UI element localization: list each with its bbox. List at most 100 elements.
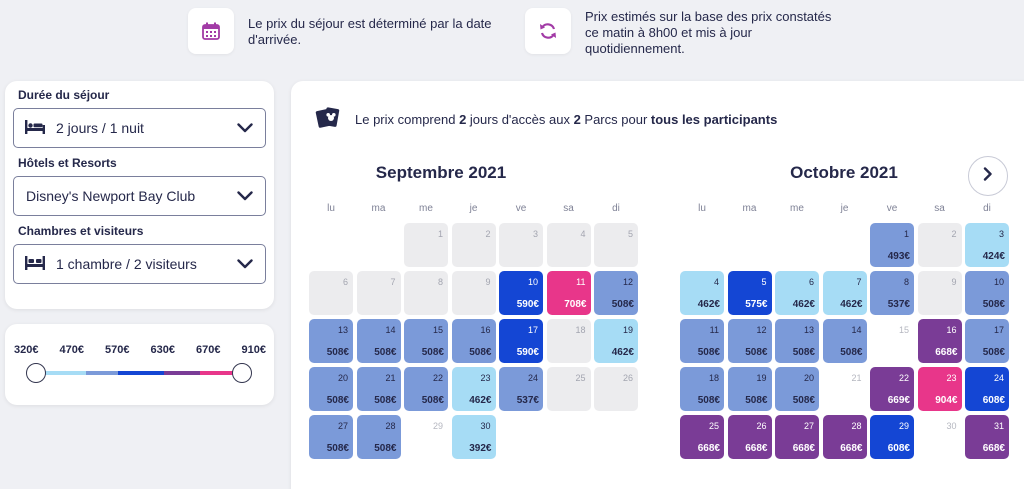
hotel-select[interactable]: Disney's Newport Bay Club [13, 176, 266, 216]
calendar-day[interactable]: 16 668€ [917, 319, 962, 363]
calendar-day[interactable]: 19 462€ [594, 319, 638, 363]
day-number: 22 [898, 373, 909, 383]
calendar-day[interactable]: 12 508€ [594, 271, 638, 315]
calendar-day[interactable]: 17 508€ [965, 319, 1009, 363]
day-price: 668€ [792, 443, 815, 454]
weekday-label: ve [886, 203, 898, 214]
calendar-day[interactable]: 13 508€ [775, 319, 819, 363]
note-parks: 2 [573, 112, 581, 127]
calendar-day[interactable]: 26 668€ [727, 415, 772, 459]
calendar-day[interactable]: 22 669€ [870, 367, 914, 411]
calendar-day[interactable]: 5 575€ [727, 271, 772, 315]
calendar-day[interactable]: 7 462€ [822, 271, 867, 315]
calendar-day[interactable]: 10 508€ [965, 271, 1009, 315]
weekday-label: sa [563, 203, 574, 214]
calendar-day[interactable]: 27 508€ [309, 415, 353, 459]
day-price: 608€ [982, 395, 1005, 406]
day-number: 2 [485, 229, 491, 239]
calendar-day[interactable]: 24 608€ [965, 367, 1009, 411]
calendar-day[interactable]: 22 508€ [404, 367, 448, 411]
calendar-day[interactable]: 15 508€ [404, 319, 448, 363]
calendar-day: 29 [404, 415, 448, 459]
note-days: 2 [459, 112, 467, 127]
calendar-day[interactable]: 20 508€ [309, 367, 353, 411]
day-number: 3 [998, 229, 1004, 239]
calendar-day[interactable]: 12 508€ [727, 319, 772, 363]
day-price: 508€ [745, 395, 768, 406]
calendar-day: 21 [823, 367, 867, 411]
day-price: 668€ [935, 347, 958, 358]
day-number: 16 [946, 325, 957, 335]
day-price: 508€ [982, 299, 1005, 310]
calendar-day[interactable]: 17 590€ [499, 319, 543, 363]
weekday-label: lu [698, 203, 706, 214]
day-number: 30 [946, 421, 957, 431]
stay-filters-panel: Durée du séjour 2 jours / 1 nuit Hôtels … [5, 81, 274, 309]
calendar-day[interactable]: 20 508€ [775, 367, 819, 411]
note-text: jours d'accès aux [466, 112, 574, 127]
calendar-day: 30 [918, 415, 962, 459]
calendar-day[interactable]: 10 590€ [499, 271, 543, 315]
weekday-label: di [612, 203, 620, 214]
calendar-day[interactable]: 21 508€ [356, 367, 401, 411]
calendar-day[interactable]: 28 508€ [356, 415, 401, 459]
day-price: 575€ [745, 299, 768, 310]
day-number: 19 [622, 325, 633, 335]
day-price: 508€ [374, 443, 397, 454]
price-slider-track[interactable] [36, 371, 242, 375]
calendar-day[interactable]: 25 668€ [680, 415, 724, 459]
calendar-day: 9 [917, 271, 962, 315]
calendar-day[interactable]: 23 462€ [451, 367, 496, 411]
weekday-label: ma [371, 203, 386, 214]
day-price: 508€ [840, 347, 863, 358]
calendar-day[interactable]: 11 708€ [546, 271, 591, 315]
calendar-day[interactable]: 4 462€ [680, 271, 724, 315]
note-text: Le prix comprend [355, 112, 460, 127]
next-month-button[interactable] [968, 156, 1008, 196]
day-number: 10 [993, 277, 1004, 287]
calendar-day[interactable]: 24 537€ [499, 367, 543, 411]
calendar-day[interactable]: 29 608€ [870, 415, 914, 459]
calendar-day: 25 [546, 367, 591, 411]
calendar-day[interactable]: 11 508€ [680, 319, 724, 363]
day-number: 12 [756, 325, 767, 335]
day-number: 19 [756, 373, 767, 383]
day-number: 24 [527, 373, 538, 383]
calendar-day[interactable]: 28 668€ [822, 415, 867, 459]
day-number: 2 [951, 229, 957, 239]
day-price: 508€ [792, 347, 815, 358]
calendar-day[interactable]: 14 508€ [356, 319, 401, 363]
calendar-day[interactable]: 16 508€ [451, 319, 496, 363]
day-price: 462€ [840, 299, 863, 310]
calendar-day[interactable]: 1 493€ [870, 223, 914, 267]
calendar-day[interactable]: 8 537€ [870, 271, 914, 315]
bed-icon [24, 119, 46, 138]
price-max-handle[interactable] [232, 363, 252, 383]
day-number: 18 [575, 325, 586, 335]
calendar-day[interactable]: 27 668€ [775, 415, 819, 459]
calendar-day[interactable]: 14 508€ [822, 319, 867, 363]
calendar-day[interactable]: 31 668€ [965, 415, 1009, 459]
calendar-day[interactable]: 6 462€ [775, 271, 819, 315]
day-price: 608€ [887, 443, 910, 454]
day-number: 7 [390, 277, 396, 287]
double-bed-icon [24, 255, 46, 274]
duration-select[interactable]: 2 jours / 1 nuit [13, 108, 266, 148]
calendar-day[interactable]: 23 904€ [917, 367, 962, 411]
rooms-select[interactable]: 1 chambre / 2 visiteurs [13, 244, 266, 284]
calendar-day[interactable]: 19 508€ [727, 367, 772, 411]
price-tier-segment [36, 371, 86, 375]
day-price: 537€ [887, 299, 910, 310]
day-number: 28 [385, 421, 396, 431]
calendar-day[interactable]: 18 508€ [680, 367, 724, 411]
price-min-handle[interactable] [26, 363, 46, 383]
calendar-day[interactable]: 13 508€ [309, 319, 353, 363]
day-number: 6 [342, 277, 348, 287]
day-price: 508€ [326, 395, 349, 406]
day-number: 17 [527, 325, 538, 335]
hotel-label: Hôtels et Resorts [18, 156, 117, 170]
calendar-day[interactable]: 3 424€ [965, 223, 1009, 267]
day-price: 508€ [326, 443, 349, 454]
day-price: 462€ [611, 347, 634, 358]
calendar-day[interactable]: 30 392€ [451, 415, 496, 459]
